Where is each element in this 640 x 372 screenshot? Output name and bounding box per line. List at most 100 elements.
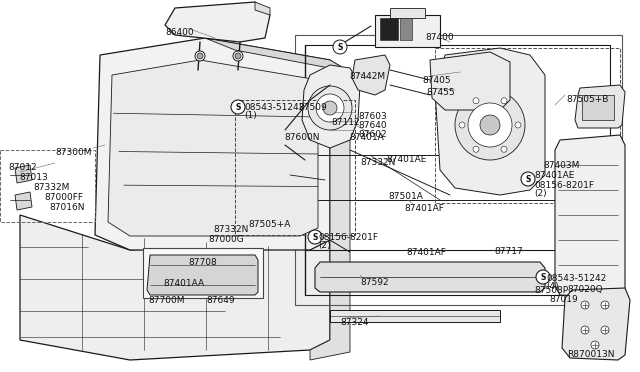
Text: 87000G: 87000G	[208, 235, 244, 244]
Text: (2): (2)	[534, 189, 547, 198]
Polygon shape	[15, 165, 32, 183]
Circle shape	[473, 98, 479, 104]
Polygon shape	[352, 55, 390, 95]
Text: 87401A: 87401A	[349, 133, 384, 142]
Bar	[582, 95, 614, 120]
Bar	[375, 15, 440, 47]
Circle shape	[316, 94, 344, 122]
Circle shape	[501, 146, 507, 152]
Text: 08543-51242: 08543-51242	[546, 274, 606, 283]
Text: 87508P: 87508P	[534, 286, 568, 295]
Text: 87013: 87013	[19, 173, 48, 182]
Bar	[380, 18, 398, 40]
Polygon shape	[255, 2, 270, 15]
Text: 87600N: 87600N	[284, 133, 319, 142]
Text: 86400: 86400	[165, 28, 194, 37]
Text: 87592: 87592	[360, 278, 388, 287]
Bar	[235, 100, 355, 235]
Circle shape	[233, 51, 243, 61]
Circle shape	[501, 98, 507, 104]
Text: S: S	[525, 174, 531, 183]
Text: 87442M: 87442M	[349, 72, 385, 81]
Polygon shape	[562, 288, 630, 360]
Circle shape	[536, 270, 550, 284]
Circle shape	[197, 53, 203, 59]
Circle shape	[515, 122, 521, 128]
Text: 87012: 87012	[8, 163, 36, 172]
Circle shape	[601, 326, 609, 334]
Polygon shape	[205, 38, 350, 72]
Text: 87112: 87112	[331, 118, 360, 127]
Text: 87401AF: 87401AF	[404, 204, 444, 213]
Text: 87603: 87603	[358, 112, 387, 121]
Circle shape	[195, 51, 205, 61]
Text: 87401AF: 87401AF	[406, 248, 446, 257]
Polygon shape	[575, 85, 625, 128]
Polygon shape	[108, 60, 318, 236]
Circle shape	[468, 103, 512, 147]
Text: 87000FF: 87000FF	[44, 193, 83, 202]
Text: S: S	[540, 273, 546, 282]
Text: 87509: 87509	[298, 103, 327, 112]
Polygon shape	[310, 240, 350, 360]
Bar	[330, 310, 500, 322]
Polygon shape	[555, 135, 625, 298]
Text: 87401AE: 87401AE	[534, 171, 574, 180]
Text: 08543-51242: 08543-51242	[244, 103, 304, 112]
Circle shape	[581, 326, 589, 334]
Text: 87403M: 87403M	[543, 161, 579, 170]
Circle shape	[521, 172, 535, 186]
Text: 87708: 87708	[188, 258, 217, 267]
Circle shape	[581, 301, 589, 309]
Text: 87324: 87324	[340, 318, 369, 327]
Text: 87401AE: 87401AE	[386, 155, 426, 164]
Text: 87300M: 87300M	[55, 148, 92, 157]
Text: S: S	[312, 232, 317, 241]
Text: 87640: 87640	[358, 121, 387, 130]
Bar	[0, 150, 95, 222]
Text: 87717: 87717	[494, 247, 523, 256]
Text: 87501A: 87501A	[388, 192, 423, 201]
Circle shape	[323, 101, 337, 115]
Text: 87332M: 87332M	[33, 183, 69, 192]
Text: (1): (1)	[244, 111, 257, 120]
Text: S: S	[337, 42, 342, 51]
Polygon shape	[20, 215, 330, 360]
Circle shape	[480, 115, 500, 135]
Text: R870013N: R870013N	[567, 350, 614, 359]
Polygon shape	[315, 262, 545, 292]
Circle shape	[473, 146, 479, 152]
Polygon shape	[430, 52, 510, 110]
Polygon shape	[95, 38, 330, 250]
Polygon shape	[435, 48, 545, 195]
Text: 87016N: 87016N	[49, 203, 84, 212]
Text: 87455: 87455	[426, 88, 454, 97]
Polygon shape	[165, 2, 270, 42]
Text: (4): (4)	[546, 282, 559, 291]
Text: 08156-8201F: 08156-8201F	[318, 233, 378, 242]
Text: 87400: 87400	[425, 33, 454, 42]
Circle shape	[235, 53, 241, 59]
Bar	[143, 248, 263, 298]
Bar	[400, 18, 412, 40]
Circle shape	[231, 100, 245, 114]
Circle shape	[333, 40, 347, 54]
Text: 87505+A: 87505+A	[248, 220, 291, 229]
Text: (2): (2)	[318, 241, 331, 250]
Text: 87505+B: 87505+B	[566, 95, 609, 104]
Text: 87700M: 87700M	[148, 296, 184, 305]
Text: 87405: 87405	[422, 76, 451, 85]
Polygon shape	[302, 65, 360, 148]
Text: 08156-8201F: 08156-8201F	[534, 181, 594, 190]
Polygon shape	[330, 60, 350, 252]
Text: S: S	[236, 103, 241, 112]
Text: 87019: 87019	[549, 295, 578, 304]
Circle shape	[591, 341, 599, 349]
Text: 87020Q: 87020Q	[567, 285, 603, 294]
Text: 87332N: 87332N	[360, 158, 396, 167]
Circle shape	[455, 90, 525, 160]
Polygon shape	[147, 255, 258, 295]
Text: 87602: 87602	[358, 130, 387, 139]
Bar	[435, 48, 620, 203]
Text: 87649: 87649	[206, 296, 235, 305]
